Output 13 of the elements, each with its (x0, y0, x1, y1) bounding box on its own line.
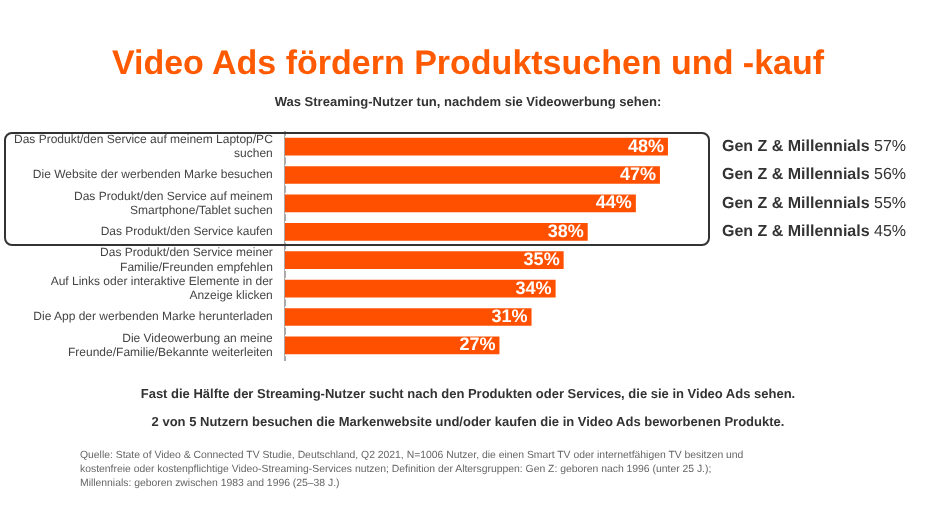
chart-title: Video Ads fördern Produktsuchen und -kauf (109, 44, 827, 84)
data-label: 44% (595, 192, 632, 213)
text: Gen Z & Millennials 57% (722, 137, 907, 156)
text: Gen Z & Millennials 56% (722, 165, 907, 184)
data-label: 48% (627, 135, 664, 156)
data-label: 47% (619, 163, 656, 184)
text: Gen Z & Millennials 45% (722, 222, 907, 241)
text: Gen Z & Millennials 55% (722, 193, 907, 212)
data-label: 27% (459, 334, 496, 355)
data-label: 31% (491, 305, 528, 326)
data-label: 34% (515, 277, 552, 298)
data-label: 38% (547, 220, 584, 241)
data-label: 35% (523, 249, 560, 270)
